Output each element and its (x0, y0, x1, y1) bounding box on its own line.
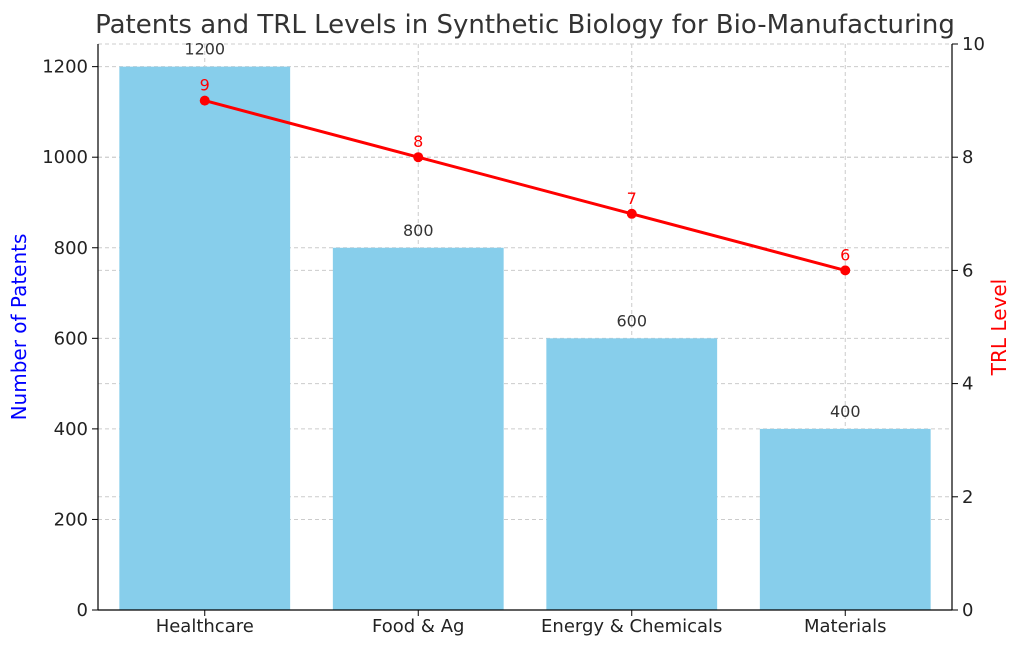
trl-value-label: 9 (200, 76, 210, 95)
trl-value-label: 7 (627, 189, 637, 208)
trl-value-label: 8 (413, 132, 423, 151)
x-tick-label: Food & Ag (372, 616, 464, 637)
x-tick-label: Healthcare (156, 616, 254, 637)
bar (759, 428, 931, 610)
bar-value-label: 600 (616, 311, 647, 330)
bar-value-label: 400 (830, 402, 861, 421)
trl-point (626, 208, 637, 219)
y-tick-label: 0 (77, 600, 88, 621)
bar (546, 338, 718, 610)
trl-point (413, 152, 424, 163)
y-tick-label: 1000 (42, 147, 88, 168)
y2-axis-label: TRL Level (987, 279, 1011, 376)
chart-title: Patents and TRL Levels in Synthetic Biol… (95, 10, 955, 40)
trl-point (840, 265, 851, 276)
axes (97, 44, 953, 611)
y2-tick-label: 6 (962, 260, 973, 281)
trl-line: 9 8 7 6 (199, 76, 851, 276)
y-tick-label: 1200 (42, 57, 88, 78)
tick-labels: 0 200 400 600 800 1000 1200 0 2 4 6 8 10 Healthcare Fo… (42, 34, 985, 637)
bars: 1200 800 600 400 (119, 40, 931, 610)
trl-value-label: 6 (840, 245, 850, 264)
bar (119, 66, 291, 610)
y-tick-label: 200 (54, 509, 88, 530)
x-tick-label: Materials (804, 616, 887, 637)
trl-point (199, 95, 210, 106)
y2-tick-label: 2 (962, 487, 973, 508)
trl-series-line (204, 99, 846, 272)
y-tick-label: 400 (54, 419, 88, 440)
x-tick-label: Energy & Chemicals (541, 616, 722, 637)
bar (332, 247, 504, 610)
y-tick-label: 600 (54, 328, 88, 349)
y-axis-label: Number of Patents (7, 234, 31, 421)
y2-tick-label: 8 (962, 147, 973, 168)
y2-tick-label: 0 (962, 600, 973, 621)
bar-value-label: 1200 (184, 40, 225, 59)
y-tick-label: 800 (54, 238, 88, 259)
bar-value-label: 800 (403, 221, 434, 240)
y2-tick-label: 10 (962, 34, 985, 55)
y2-tick-label: 4 (962, 374, 973, 395)
